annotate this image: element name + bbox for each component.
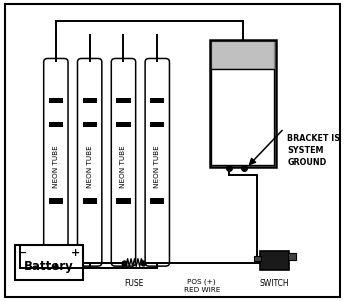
- Text: BRACKET IS
SYSTEM
GROUND: BRACKET IS SYSTEM GROUND: [287, 134, 341, 167]
- Bar: [15, 245, 83, 280]
- Bar: [211, 41, 274, 69]
- Bar: [82, 98, 97, 104]
- Text: +: +: [71, 248, 80, 258]
- Text: −: −: [18, 248, 27, 258]
- Text: POS (+)
RED WIRE: POS (+) RED WIRE: [184, 279, 220, 293]
- Text: NEON TUBE: NEON TUBE: [53, 145, 59, 188]
- FancyBboxPatch shape: [78, 58, 102, 266]
- Bar: [288, 253, 296, 260]
- Text: SWITCH: SWITCH: [260, 279, 289, 288]
- FancyBboxPatch shape: [145, 58, 169, 266]
- Bar: [49, 122, 63, 128]
- Text: NEON TUBE: NEON TUBE: [120, 145, 127, 188]
- Bar: [116, 98, 130, 104]
- Bar: [82, 122, 97, 128]
- Bar: [210, 40, 276, 167]
- Bar: [116, 198, 130, 204]
- Text: NEON TUBE: NEON TUBE: [154, 145, 160, 188]
- FancyBboxPatch shape: [111, 58, 136, 266]
- Bar: [116, 122, 130, 128]
- Bar: [260, 251, 289, 270]
- Bar: [211, 69, 274, 165]
- Text: NEON TUBE: NEON TUBE: [87, 145, 93, 188]
- Text: FUSE: FUSE: [124, 279, 143, 288]
- Text: Battery: Battery: [24, 260, 74, 273]
- Bar: [254, 256, 261, 261]
- FancyBboxPatch shape: [44, 58, 68, 266]
- Bar: [150, 198, 164, 204]
- Bar: [150, 98, 164, 104]
- Bar: [82, 198, 97, 204]
- Bar: [49, 198, 63, 204]
- Bar: [49, 98, 63, 104]
- Bar: [150, 122, 164, 128]
